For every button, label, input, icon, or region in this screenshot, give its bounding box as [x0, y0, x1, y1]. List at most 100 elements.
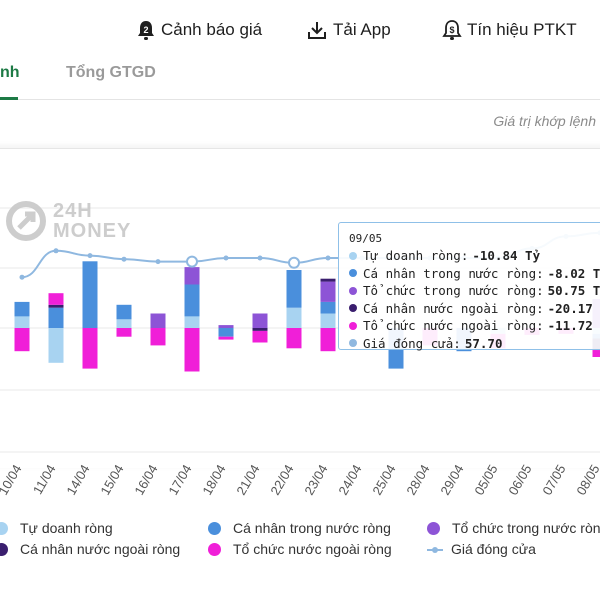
- x-tick-label: 06/05: [505, 462, 534, 498]
- tooltip-date: 09/05: [349, 232, 383, 245]
- legend-label-gia-dong-cua: Giá đóng cửa: [451, 541, 536, 557]
- legend-label-ca-nhan-nuoc-ngoai: Cá nhân nước ngoài ròng: [20, 541, 181, 557]
- bar-4: [252, 330, 268, 343]
- x-tick-label: 15/04: [97, 462, 126, 498]
- tab-active-indicator: [0, 97, 18, 100]
- legend-dot-ca-nhan-nuoc-ngoai: [0, 542, 8, 556]
- tab-total-value[interactable]: Tổng GTGD: [66, 64, 156, 82]
- bar-4: [320, 328, 336, 352]
- price-alert-label: Cảnh báo giá: [161, 20, 263, 39]
- legend-item-ca-nhan-nuoc-ngoai[interactable]: Cá nhân nước ngoài ròng: [0, 541, 180, 557]
- bar-0: [184, 316, 200, 328]
- tooltip-value: -8.02 Tỷ: [547, 265, 600, 281]
- bar-4: [116, 328, 132, 337]
- tooltip-row: Tự doanh ròng: -10.84 Tỷ: [349, 247, 600, 265]
- bar-4: [82, 328, 98, 369]
- technical-signal-label: Tín hiệu PTKT: [467, 20, 577, 39]
- bar-1: [82, 261, 98, 328]
- tooltip-label: Giá đóng cửa:: [363, 335, 461, 351]
- chart-legend: Tự doanh ròng Cá nhân trong nước ròng Tổ…: [0, 515, 600, 565]
- tooltip-label: Tổ chức trong nước ròng:: [363, 283, 544, 299]
- x-tick-label: 10/04: [0, 462, 25, 498]
- x-tick-label: 18/04: [199, 462, 228, 498]
- svg-text:$: $: [449, 25, 454, 35]
- tooltip-label: Cá nhân trong nước ròng:: [363, 265, 544, 281]
- price-alert-link[interactable]: 2 Cảnh báo giá: [136, 17, 262, 43]
- watermark-line2: MONEY: [53, 220, 132, 242]
- x-tick-label: 29/04: [437, 462, 466, 498]
- legend-item-to-chuc-nuoc-ngoai[interactable]: Tổ chức nước ngoài ròng: [208, 541, 392, 557]
- tooltip-label: Tổ chức nước ngoài ròng:: [363, 318, 544, 334]
- x-tick-label: 17/04: [165, 462, 194, 498]
- x-tick-label: 22/04: [267, 462, 296, 498]
- matched-value-note: Giá trị khớp lệnh: [493, 113, 596, 129]
- tooltip-value: 50.75 Tỷ: [547, 283, 600, 299]
- bar-1: [116, 304, 132, 320]
- legend-item-ca-nhan-trong-nuoc[interactable]: Cá nhân trong nước ròng: [208, 520, 391, 536]
- tooltip-value: -20.17 Tỷ: [547, 300, 600, 316]
- price-point: [186, 255, 198, 268]
- download-icon: [308, 22, 326, 39]
- top-navigation: 2 Cảnh báo giá Tải App $ Tín hiệu PTKT: [0, 0, 600, 58]
- legend-item-to-chuc-trong-nuoc[interactable]: Tổ chức trong nước ròng: [427, 520, 600, 536]
- price-point: [223, 255, 229, 261]
- x-tick-label: 07/05: [539, 462, 568, 498]
- tooltip-row: Cá nhân nước ngoài ròng:-20.17 Tỷ: [349, 300, 600, 318]
- legend-dot-tu-doanh: [0, 521, 8, 535]
- bar-1: [286, 270, 302, 308]
- bar-4: [48, 293, 64, 305]
- legend-dot-to-chuc-nuoc-ngoai: [208, 542, 221, 556]
- x-tick-label: 08/05: [573, 462, 600, 498]
- legend-item-tu-doanh[interactable]: Tự doanh ròng: [0, 520, 113, 536]
- bar-3: [320, 278, 336, 282]
- x-tick-label: 25/04: [369, 462, 398, 498]
- bar-0: [286, 307, 302, 328]
- tab-active-label: nh: [0, 64, 20, 81]
- net-flow-chart[interactable]: 10/04 11/04 14/04 15/04 16/04 17/04 18/04 21/04…: [0, 0, 600, 515]
- x-tick-label: 24/04: [335, 462, 364, 498]
- legend-item-gia-dong-cua[interactable]: Giá đóng cửa: [427, 541, 536, 557]
- bar-2: [320, 281, 336, 302]
- legend-dot-to-chuc-trong-nuoc: [427, 521, 440, 535]
- bar-0: [14, 316, 30, 328]
- tooltip-row: Giá đóng cửa: 57.70: [349, 335, 600, 353]
- watermark-logo-icon: [6, 201, 46, 241]
- tooltip-row: Tổ chức nước ngoài ròng:-11.72 Tỷ: [349, 317, 600, 335]
- tooltip-dot: [349, 321, 357, 330]
- tab-active[interactable]: nh: [0, 64, 20, 82]
- watermark-line1: 24H: [53, 200, 93, 222]
- tooltip-value: -10.84 Tỷ: [472, 248, 541, 264]
- bar-2: [184, 267, 200, 285]
- bar-1: [184, 284, 200, 317]
- tooltip-dot: [349, 339, 357, 348]
- tooltip-dot: [349, 251, 357, 260]
- bar-0: [48, 328, 64, 363]
- price-point: [53, 248, 59, 254]
- price-point: [257, 255, 263, 261]
- bar-0: [116, 319, 132, 328]
- chart-tooltip: 09/05 Tự doanh ròng: -10.84 Tỷ Cá nhân tro…: [338, 222, 600, 353]
- tooltip-dot: [349, 304, 357, 313]
- bar-1: [14, 301, 30, 317]
- bar-0: [320, 313, 336, 328]
- bar-1: [48, 307, 64, 328]
- x-tick-label: 28/04: [403, 462, 432, 498]
- tab-bar: nh Tổng GTGD: [0, 58, 600, 100]
- bar-3: [252, 328, 268, 331]
- x-tick-label: 05/05: [471, 462, 500, 498]
- bar-4: [286, 328, 302, 349]
- legend-label-tu-doanh: Tự doanh ròng: [20, 520, 113, 536]
- tooltip-label: Tự doanh ròng:: [363, 248, 469, 264]
- bell-alert-icon: 2: [138, 21, 154, 40]
- x-tick-label: 16/04: [131, 462, 160, 498]
- technical-signal-link[interactable]: $ Tín hiệu PTKT: [442, 17, 577, 43]
- tooltip-value: 57.70: [464, 335, 503, 351]
- signal-bell-icon: $: [442, 20, 462, 40]
- bar-4: [592, 350, 600, 357]
- download-app-label: Tải App: [333, 20, 391, 39]
- price-point: [87, 253, 93, 259]
- bar-4: [150, 328, 166, 346]
- price-point: [325, 255, 331, 261]
- x-tick-label: 14/04: [63, 462, 92, 498]
- download-app-link[interactable]: Tải App: [306, 17, 391, 43]
